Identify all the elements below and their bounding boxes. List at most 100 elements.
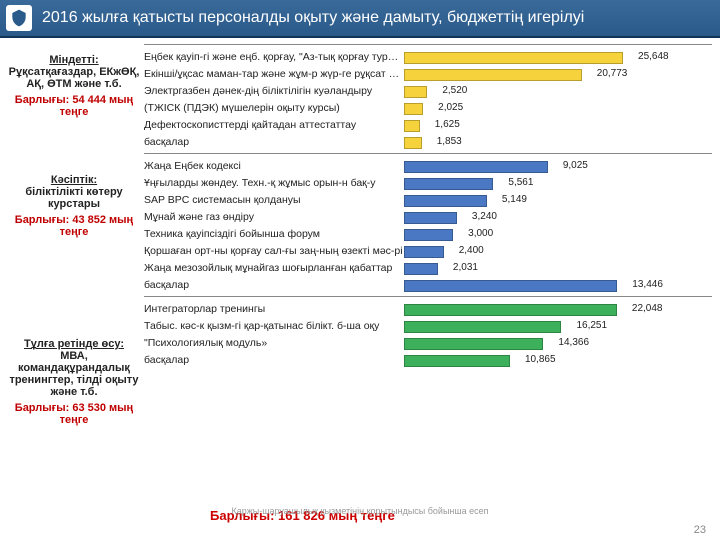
bar-label: "Психологиялық модуль» — [144, 337, 404, 349]
left-column: Міндетті:Рұқсатқағаздар, ЕКжӨҚ, АҚ, ӨТМ … — [4, 44, 144, 504]
section-label-s2: Кәсіптік:біліктілікті көтеру курстары Бар… — [4, 174, 144, 328]
header-bar: 2016 жылға қатысты персоналды оқыту және… — [0, 0, 720, 38]
bar — [404, 69, 582, 81]
bar-label: Қоршаған орт-ны қорғау сал-ғы заң-ның өз… — [144, 245, 404, 257]
bar-row: Дефектоскописттерді қайтадан аттестаттау… — [144, 116, 712, 133]
bar-area — [404, 245, 634, 257]
bar — [404, 178, 493, 190]
bar-value: 5,149 — [499, 194, 548, 205]
bar-row: Интеграторлар тренингы 22,048 — [144, 300, 712, 317]
bar — [404, 304, 617, 316]
bar-area — [404, 51, 634, 63]
logo-icon — [6, 5, 32, 31]
bar-area — [404, 262, 634, 274]
bar — [404, 229, 453, 241]
bar-value: 5,561 — [505, 177, 554, 188]
chart-group-s3: Интеграторлар тренингы 22,048 Табыс. кәс-к… — [144, 296, 712, 371]
bar-value: 2,031 — [450, 262, 499, 273]
bar-label: Электргазбен дәнек-дің біліктілігін куәл… — [144, 85, 404, 97]
bar-label: Екінші/ұқсас маман-тар және жұм-р жүр-ге… — [144, 68, 404, 80]
section-total: Барлығы: 63 530 мың теңге — [4, 402, 144, 426]
bar-row: (ТЖІСК (ПДЭК) мүшелерін оқыту курсы) 2,02… — [144, 99, 712, 116]
footnote-line: Қаржы-шаруашылық қызметінің қорытындысы … — [0, 506, 720, 516]
section-heading: Кәсіптік: — [4, 174, 144, 186]
bar-value: 2,520 — [439, 85, 488, 96]
bar-value: 3,240 — [469, 211, 518, 222]
bar-value: 10,865 — [522, 354, 571, 365]
bar-row: Электргазбен дәнек-дің біліктілігін куәл… — [144, 82, 712, 99]
bar-label: (ТЖІСК (ПДЭК) мүшелерін оқыту курсы) — [144, 102, 404, 114]
bar — [404, 263, 438, 275]
bar-value: 14,366 — [555, 337, 604, 348]
bar-label: Ұңғыларды жөндеу. Техн.-қ жұмыс орын-н б… — [144, 177, 404, 189]
bar-row: басқалар 10,865 — [144, 351, 712, 368]
bar-row: Қоршаған орт-ны қорғау сал-ғы заң-ның өз… — [144, 242, 712, 259]
bar — [404, 195, 487, 207]
bar-row: "Психологиялық модуль» 14,366 — [144, 334, 712, 351]
section-sub: МВА, командақұрандалық тренингтер, тілді… — [4, 350, 144, 398]
bar-row: басқалар13,446 — [144, 276, 712, 293]
bar-row: Ұңғыларды жөндеу. Техн.-қ жұмыс орын-н б… — [144, 174, 712, 191]
page-title: 2016 жылға қатысты персоналды оқыту және… — [42, 9, 584, 27]
bar-label: Еңбек қауіп-гі және еңб. қорғау, "Аз-тық… — [144, 51, 404, 63]
bar — [404, 321, 561, 333]
bar — [404, 246, 444, 258]
bar-label: SAP BPC системасын қолдануы — [144, 194, 404, 206]
bar-value: 3,000 — [465, 228, 514, 239]
bar-label: Дефектоскописттерді қайтадан аттестаттау — [144, 119, 404, 131]
bar-value: 9,025 — [560, 160, 609, 171]
bar-value: 22,048 — [629, 303, 678, 314]
bar-value: 1,625 — [432, 119, 481, 130]
bar-value: 2,400 — [456, 245, 505, 256]
bar-label: басқалар — [144, 354, 404, 366]
page-number: 23 — [694, 524, 706, 536]
section-heading: Тұлға ретінде өсу: — [4, 338, 144, 350]
bar — [404, 280, 617, 292]
bar-label: Жаңа мезозойлық мұнайгаз шоғырланған қаб… — [144, 262, 404, 274]
bar-value: 20,773 — [594, 68, 643, 79]
chart-group-s2: Жаңа Еңбек кодексі 9,025 Ұңғыларды жөндеу.… — [144, 153, 712, 296]
bar-row: Мұнай және газ өндіру 3,240 — [144, 208, 712, 225]
bar — [404, 212, 457, 224]
bar-row: Жаңа мезозойлық мұнайгаз шоғырланған қаб… — [144, 259, 712, 276]
section-total: Барлығы: 54 444 мың теңге — [4, 94, 144, 118]
bar — [404, 137, 422, 149]
bar-row: SAP BPC системасын қолдануы 5,149 — [144, 191, 712, 208]
section-sub: біліктілікті көтеру курстары — [4, 186, 144, 210]
bar-label: Жаңа Еңбек кодексі — [144, 160, 404, 172]
bar-value: 2,025 — [435, 102, 484, 113]
bar-label: басқалар — [144, 136, 404, 148]
chart-group-s1: Еңбек қауіп-гі және еңб. қорғау, "Аз-тық… — [144, 44, 712, 153]
section-label-s3: Тұлға ретінде өсу:МВА, командақұрандалық… — [4, 338, 144, 424]
bar-row: Табыс. кәс-к қызм-гі қар-қатынас білікт.… — [144, 317, 712, 334]
bar-value: 1,853 — [434, 136, 483, 147]
bar-row: басқалар 1,853 — [144, 133, 712, 150]
bar-area — [404, 279, 634, 291]
bar-area — [404, 211, 634, 223]
bar-label: Интеграторлар тренингы — [144, 303, 404, 315]
bar — [404, 52, 623, 64]
bar — [404, 103, 423, 115]
bar-row: Екінші/ұқсас маман-тар және жұм-р жүр-ге… — [144, 65, 712, 82]
bar-value: 13,446 — [629, 279, 678, 290]
bar — [404, 161, 548, 173]
bar-label: Табыс. кәс-к қызм-гі қар-қатынас білікт.… — [144, 320, 404, 332]
bar-area — [404, 354, 634, 366]
bar-value: 16,251 — [573, 320, 622, 331]
chart-column: Еңбек қауіп-гі және еңб. қорғау, "Аз-тық… — [144, 44, 712, 504]
section-sub: Рұқсатқағаздар, ЕКжӨҚ, АҚ, ӨТМ және т.б. — [4, 66, 144, 90]
bar-value: 25,648 — [635, 51, 684, 62]
section-label-s1: Міндетті:Рұқсатқағаздар, ЕКжӨҚ, АҚ, ӨТМ … — [4, 54, 144, 164]
section-total: Барлығы: 43 852 мың теңге — [4, 214, 144, 238]
bar — [404, 355, 510, 367]
bar-label: Мұнай және газ өндіру — [144, 211, 404, 223]
bar-row: Техника қауіпсіздігі бойынша форум3,000 — [144, 225, 712, 242]
bar — [404, 338, 543, 350]
bar — [404, 86, 427, 98]
bar-row: Еңбек қауіп-гі және еңб. қорғау, "Аз-тық… — [144, 48, 712, 65]
bar-area — [404, 228, 634, 240]
content-area: Міндетті:Рұқсатқағаздар, ЕКжӨҚ, АҚ, ӨТМ … — [0, 38, 720, 504]
bar-row: Жаңа Еңбек кодексі 9,025 — [144, 157, 712, 174]
section-heading: Міндетті: — [4, 54, 144, 66]
bar-area — [404, 303, 634, 315]
